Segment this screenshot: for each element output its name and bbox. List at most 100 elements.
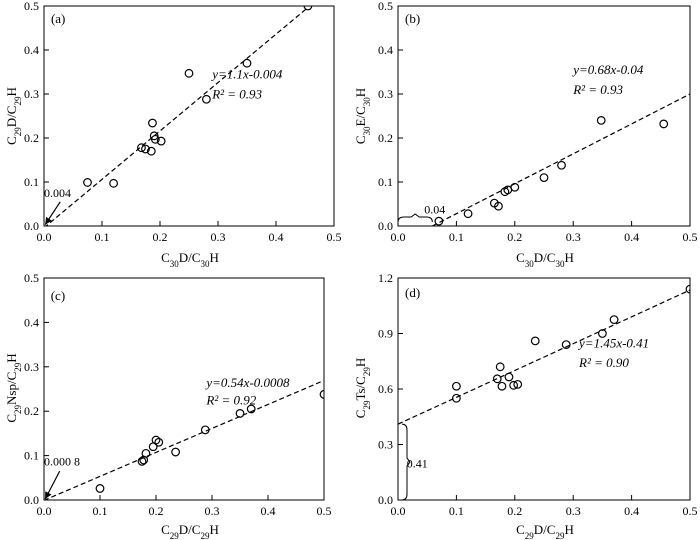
panel-label-c: (c)	[51, 288, 65, 303]
y-tick-label-b-3: 0.3	[378, 87, 393, 101]
data-point-d-10	[598, 329, 607, 338]
y-tick-label-a-1: 0.1	[24, 175, 39, 189]
y-tick-label-c-5: 0.5	[24, 271, 39, 285]
y-tick-label-c-0: 0.0	[24, 493, 39, 507]
x-tick-label-d-1: 0.1	[449, 504, 464, 518]
x-tick-label-a-2: 0.2	[153, 230, 168, 244]
data-point-a-3	[141, 144, 150, 154]
y-tick-label-b-1: 0.1	[378, 175, 393, 189]
data-point-d-9	[561, 340, 571, 350]
data-point-a-2	[137, 143, 146, 153]
y-tick-label-b-0: 0.0	[378, 219, 393, 233]
data-point-d-1	[452, 381, 461, 391]
data-point-d-11	[609, 315, 619, 325]
data-point-b-10	[659, 119, 669, 129]
r2-a: R² = 0.93	[211, 86, 262, 101]
intercept-label-a: 0.004	[44, 186, 71, 200]
intercept-arrow-head-c	[45, 491, 52, 500]
x-tick-label-b-2: 0.2	[507, 230, 522, 244]
xlabel-d: C29D/C29H	[516, 522, 574, 540]
panel-d: C29Ts/C29H C29D/C29H 0.0 0.1 0.2 0.3 0.4 0.5 0…	[353, 271, 698, 540]
data-point-c-0	[95, 484, 105, 493]
data-point-a-10	[201, 94, 211, 104]
xlabel-a: C30D/C30H	[161, 250, 219, 269]
equation-a: y=1.1x-0.004	[210, 67, 283, 82]
intercept-label-c: 0.000 8	[44, 454, 80, 468]
data-point-c-6	[154, 437, 164, 447]
x-tick-label-a-3: 0.3	[211, 230, 226, 244]
data-point-a-0	[83, 178, 92, 187]
r2-b: R² = 0.93	[572, 82, 623, 97]
plot-frame-d	[397, 277, 691, 501]
ylabel-c: C29Nsp/C29H	[4, 353, 23, 422]
data-point-c-10	[246, 404, 256, 414]
data-point-c-7	[171, 447, 181, 457]
equation-b: y=0.68x-0.04	[571, 62, 644, 77]
intercept-label-d: 0.41	[407, 457, 428, 471]
data-point-d-7	[513, 379, 523, 389]
data-point-d-2	[492, 374, 502, 384]
fit-line-c	[44, 379, 324, 500]
fit-line-a	[45, 7, 309, 226]
data-point-b-9	[596, 115, 606, 125]
data-point-c-9	[235, 409, 245, 418]
fit-line-b	[432, 93, 690, 226]
intercept-brace-d	[401, 423, 411, 501]
x-tick-label-b-4: 0.4	[624, 230, 639, 244]
x-tick-label-c-3: 0.3	[205, 504, 220, 518]
data-point-c-3	[141, 448, 151, 458]
data-point-d-6	[509, 380, 519, 390]
data-point-a-9	[184, 68, 194, 78]
y-tick-label-c-1: 0.1	[24, 449, 39, 463]
r2-d: R² = 0.90	[578, 355, 629, 370]
data-point-c-1	[137, 456, 147, 466]
x-tick-label-d-2: 0.2	[507, 504, 522, 518]
intercept-label-b: 0.04	[424, 203, 445, 217]
data-point-c-8	[200, 425, 210, 435]
x-tick-label-c-0: 0.0	[37, 504, 52, 518]
data-point-d-5	[504, 372, 514, 382]
data-point-b-1	[463, 209, 473, 219]
equation-d: y=1.45x-0.41	[577, 335, 649, 350]
data-point-d-8	[530, 336, 540, 346]
y-tick-label-a-2: 0.2	[24, 131, 39, 145]
y-tick-label-a-4: 0.4	[24, 43, 39, 57]
x-tick-label-d-4: 0.4	[624, 504, 639, 518]
data-point-a-7	[150, 134, 160, 144]
plot-frame-b	[397, 5, 691, 227]
x-tick-label-a-5: 0.5	[327, 230, 342, 244]
data-point-a-8	[156, 136, 166, 146]
data-point-a-1	[109, 178, 118, 188]
x-tick-label-d-0: 0.0	[391, 504, 406, 518]
y-tick-label-d-4: 1.2	[378, 271, 393, 285]
x-tick-label-b-0: 0.0	[391, 230, 406, 244]
data-point-a-5	[148, 118, 157, 128]
x-tick-label-d-5: 0.5	[683, 504, 698, 518]
data-point-c-5	[151, 435, 161, 445]
panel-label-a: (a)	[51, 11, 65, 26]
x-tick-label-d-3: 0.3	[566, 504, 581, 518]
ylabel-b: C30E/C30H	[353, 88, 372, 144]
data-point-a-4	[146, 146, 156, 156]
intercept-brace-b	[397, 213, 433, 223]
intercept-arrow-head-a	[45, 216, 52, 225]
y-tick-label-c-3: 0.3	[24, 360, 39, 374]
panel-c: C29Nsp/C29H C29D/C29H 0.0 0.1 0.2 0.3 0.4 0.5…	[4, 271, 332, 540]
equation-c: y=0.54x-0.0008	[204, 375, 290, 390]
y-tick-label-a-0: 0.0	[24, 219, 39, 233]
panel-label-b: (b)	[405, 11, 420, 26]
data-point-c-11	[319, 389, 324, 399]
x-tick-label-a-4: 0.4	[269, 230, 284, 244]
data-point-b-0	[434, 216, 444, 226]
panel-label-d: (d)	[405, 285, 420, 300]
y-tick-label-c-2: 0.2	[24, 404, 39, 418]
data-point-a-11	[242, 58, 252, 68]
data-point-d-0	[452, 393, 461, 403]
ylabel-d: C29Ts/C29H	[353, 358, 372, 418]
y-tick-label-b-2: 0.2	[378, 131, 393, 145]
data-point-a-6	[149, 131, 159, 141]
xlabel-b: C30D/C30H	[516, 250, 574, 269]
data-point-a-12	[303, 6, 313, 11]
y-tick-label-a-3: 0.3	[24, 87, 39, 101]
data-point-b-7	[539, 173, 549, 183]
